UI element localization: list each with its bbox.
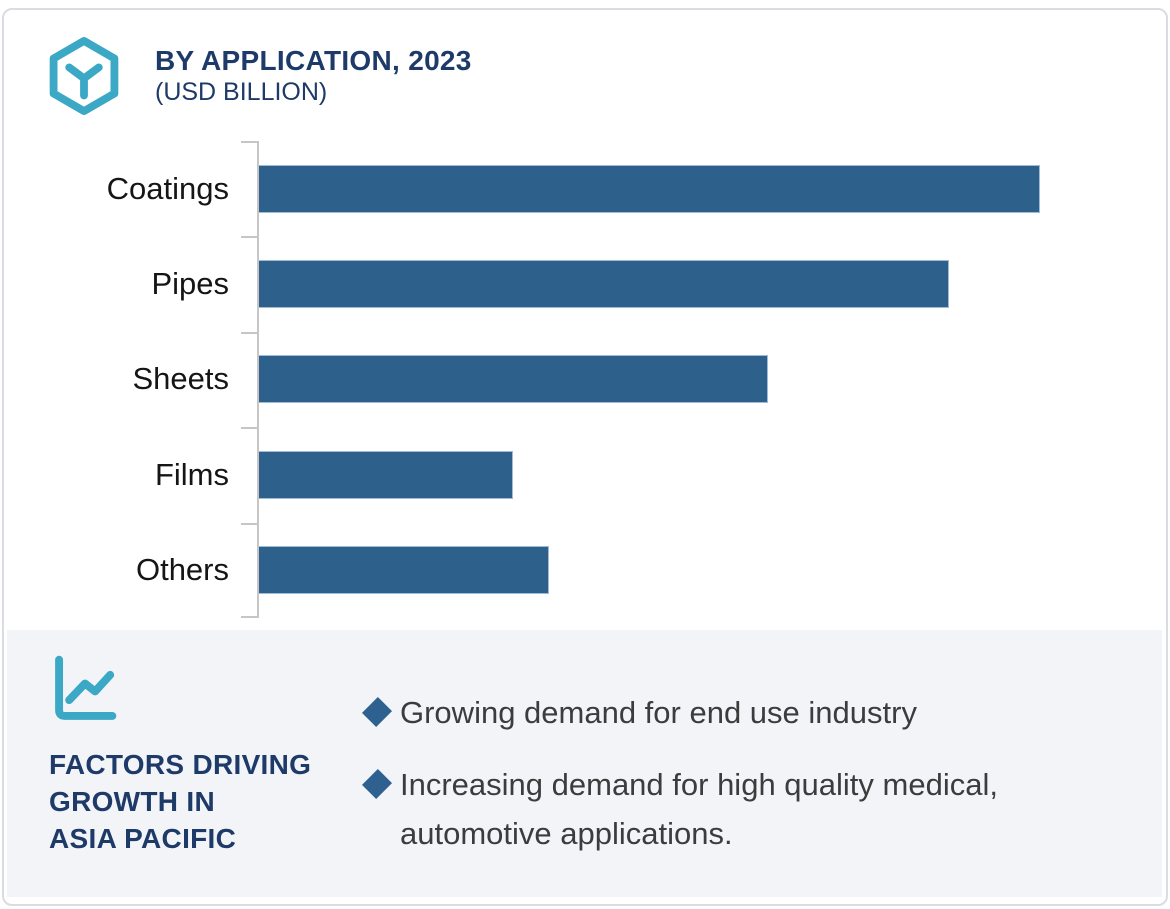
axis-tick	[241, 236, 258, 238]
chart-row: Films	[0, 427, 1170, 522]
bar-pipes	[259, 260, 949, 309]
chart-row: Sheets	[0, 332, 1170, 427]
factors-panel: FACTORS DRIVING GROWTH IN ASIA PACIFIC Gro…	[7, 630, 1162, 897]
axis-tick	[241, 332, 258, 334]
category-label: Sheets	[132, 361, 229, 397]
hexagon-y-logo-icon	[49, 37, 119, 116]
factors-heading-line: FACTORS DRIVING	[49, 749, 312, 780]
title-block: BY APPLICATION, 2023 (USD BILLION)	[155, 45, 472, 107]
bar-sheets	[259, 355, 768, 404]
factor-bullet-text: Increasing demand for high quality medic…	[400, 767, 998, 851]
factors-heading-line: GROWTH IN	[49, 786, 216, 817]
factors-heading: FACTORS DRIVING GROWTH IN ASIA PACIFIC	[49, 746, 311, 857]
category-label: Pipes	[151, 266, 229, 302]
chart-rows: Coatings Pipes Sheets Films Others	[0, 141, 1170, 618]
category-label: Coatings	[106, 170, 229, 206]
factors-bullet-list: Growing demand for end use industry Incre…	[362, 688, 1122, 858]
factor-bullet: Growing demand for end use industry	[362, 688, 1122, 737]
bar-others	[259, 546, 549, 595]
axis-tick	[241, 141, 258, 143]
bar-coatings	[259, 164, 1040, 213]
axis-tick	[241, 616, 258, 618]
chart-subtitle: (USD BILLION)	[155, 78, 328, 106]
factors-heading-line: ASIA PACIFIC	[49, 823, 237, 854]
category-label: Others	[135, 552, 229, 588]
line-chart-icon	[55, 655, 117, 720]
factor-bullet-text: Growing demand for end use industry	[400, 695, 917, 730]
bar-chart: Coatings Pipes Sheets Films Others	[0, 141, 1170, 618]
axis-tick	[241, 523, 258, 525]
diamond-bullet-icon	[362, 769, 392, 799]
diamond-bullet-icon	[362, 697, 392, 727]
y-axis-line	[257, 141, 259, 618]
bar-films	[259, 450, 513, 499]
chart-row: Coatings	[0, 141, 1170, 236]
factor-bullet: Increasing demand for high quality medic…	[362, 760, 1122, 858]
axis-tick	[241, 427, 258, 429]
chart-row: Pipes	[0, 236, 1170, 331]
chart-title: BY APPLICATION, 2023	[155, 45, 472, 76]
chart-row: Others	[0, 523, 1170, 618]
chart-header: BY APPLICATION, 2023 (USD BILLION)	[45, 36, 472, 116]
category-label: Films	[154, 456, 229, 492]
